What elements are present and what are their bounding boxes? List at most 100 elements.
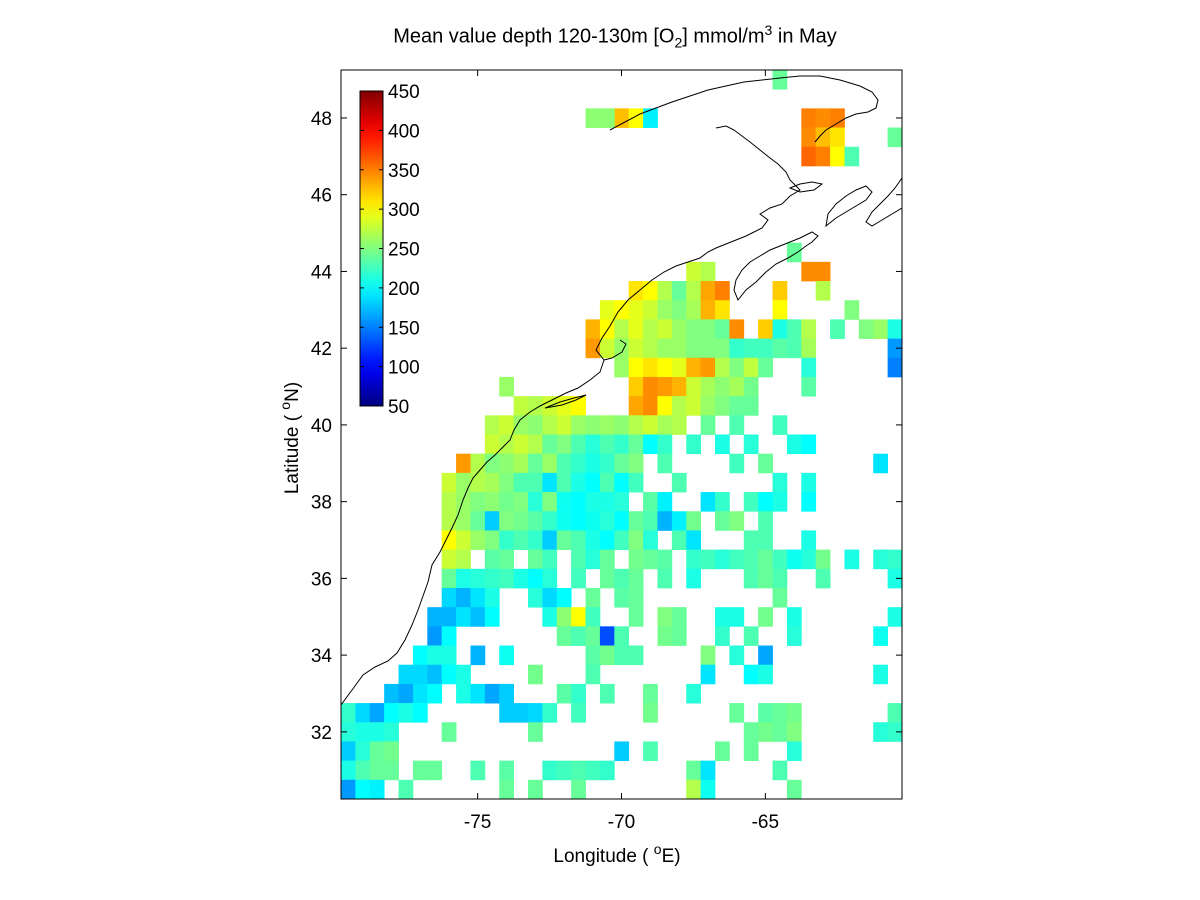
- heatmap-cell: [801, 261, 817, 282]
- heatmap-cell: [470, 530, 486, 550]
- heatmap-cell: [729, 511, 745, 531]
- y-tick-label: 46: [311, 186, 332, 207]
- heatmap-cell: [441, 626, 457, 646]
- heatmap-cell: [585, 108, 601, 128]
- heatmap-cell: [887, 338, 902, 359]
- heatmap-cell: [643, 741, 658, 762]
- heatmap-cell: [815, 568, 831, 589]
- heatmap-cell: [887, 319, 902, 339]
- y-axis-ticks: 32 34 36 38 40 42 44 46 48: [311, 109, 902, 744]
- heatmap-cell: [628, 568, 644, 589]
- heatmap-cell: [513, 511, 529, 531]
- heatmap-cell: [671, 376, 687, 397]
- heatmap-cell: [599, 492, 615, 512]
- heatmap-cell: [671, 300, 687, 320]
- heatmap-cell: [801, 146, 817, 167]
- heatmap-cell: [772, 70, 788, 90]
- heatmap-cell: [801, 376, 817, 397]
- heatmap-cell: [715, 319, 730, 339]
- heatmap-cell: [830, 108, 845, 128]
- heatmap-cell: [887, 568, 902, 589]
- heatmap-cell: [772, 492, 788, 512]
- heatmap-cell: [614, 511, 630, 531]
- heatmap-cell: [484, 683, 500, 704]
- colorbar-tick-label: 400: [388, 121, 420, 142]
- heatmap-cell: [700, 549, 716, 570]
- heatmap-cell: [542, 434, 558, 455]
- heatmap-cell: [801, 338, 817, 359]
- heatmap-cell: [614, 357, 630, 378]
- heatmap-cell: [715, 281, 730, 301]
- heatmap-cell: [614, 626, 630, 646]
- heatmap-cell: [772, 338, 788, 359]
- heatmap-cell: [441, 645, 457, 666]
- heatmap-cell: [513, 434, 529, 455]
- heatmap-cell: [715, 626, 730, 646]
- heatmap-cell: [700, 338, 716, 359]
- heatmap-cell: [643, 530, 658, 550]
- x-tick-label: -65: [752, 812, 779, 833]
- heatmap-cell: [614, 492, 630, 512]
- heatmap-cell: [758, 703, 773, 723]
- heatmap-cell: [456, 549, 471, 570]
- heatmap-cell: [456, 530, 471, 550]
- heatmap-cell: [772, 472, 788, 493]
- heatmap-cell: [499, 434, 515, 455]
- heatmap-cell: [686, 319, 702, 339]
- heatmap-cell: [887, 703, 902, 723]
- heatmap-cell: [743, 357, 759, 378]
- heatmap-cell: [700, 319, 716, 339]
- heatmap-cell: [427, 607, 443, 627]
- heatmap-cell: [456, 568, 471, 589]
- heatmap-cell: [772, 722, 788, 742]
- colorbar-tick-label: 100: [388, 358, 420, 379]
- heatmap-cell: [542, 607, 558, 627]
- heatmap-cell: [599, 683, 615, 704]
- heatmap-cell: [657, 511, 673, 531]
- heatmap-cell: [758, 453, 773, 474]
- heatmap-cell: [369, 703, 385, 723]
- heatmap-cell: [369, 760, 385, 781]
- heatmap-cell: [887, 722, 902, 742]
- heatmap-cell: [571, 396, 586, 416]
- heatmap-cell: [528, 472, 543, 493]
- heatmap-cell: [571, 492, 586, 512]
- heatmap-cell: [643, 683, 658, 704]
- heatmap-cell: [585, 415, 601, 435]
- heatmap-cell: [686, 396, 702, 416]
- heatmap-cell: [643, 434, 658, 455]
- heatmap-cell: [758, 645, 773, 666]
- heatmap-cell: [470, 760, 486, 781]
- long-island-coastline: [544, 394, 587, 409]
- heatmap-cell: [441, 549, 457, 570]
- heatmap-cell: [729, 607, 745, 627]
- heatmap-cell: [801, 127, 817, 148]
- heatmap-cell: [441, 568, 457, 589]
- heatmap-cell: [470, 683, 486, 704]
- heatmap-cell: [585, 530, 601, 550]
- heatmap-cell: [556, 760, 572, 781]
- heatmap-cell: [729, 319, 745, 339]
- heatmap-cell: [887, 357, 902, 378]
- y-tick-label: 36: [311, 569, 332, 590]
- colorbar-tick-label: 450: [388, 82, 420, 103]
- heatmap-cell: [657, 300, 673, 320]
- colorbar-tick-label: 250: [388, 240, 420, 261]
- heatmap-cell: [499, 453, 515, 474]
- heatmap-cell: [657, 549, 673, 570]
- heatmap-cell: [585, 338, 601, 359]
- heatmap-cell: [743, 338, 759, 359]
- heatmap-cell: [643, 108, 658, 128]
- heatmap-cell: [743, 530, 759, 550]
- heatmap-cell: [729, 453, 745, 474]
- heatmap-cell: [599, 415, 615, 435]
- heatmap-cell: [614, 434, 630, 455]
- colorbar-tick-label: 300: [388, 200, 420, 221]
- heatmap-cell: [427, 683, 443, 704]
- heatmap-cell: [686, 683, 702, 704]
- heatmap-cell: [628, 108, 644, 128]
- heatmap-cell: [528, 453, 543, 474]
- heatmap-cell: [700, 300, 716, 320]
- heatmap-cell: [844, 549, 860, 570]
- heatmap-cell: [801, 434, 817, 455]
